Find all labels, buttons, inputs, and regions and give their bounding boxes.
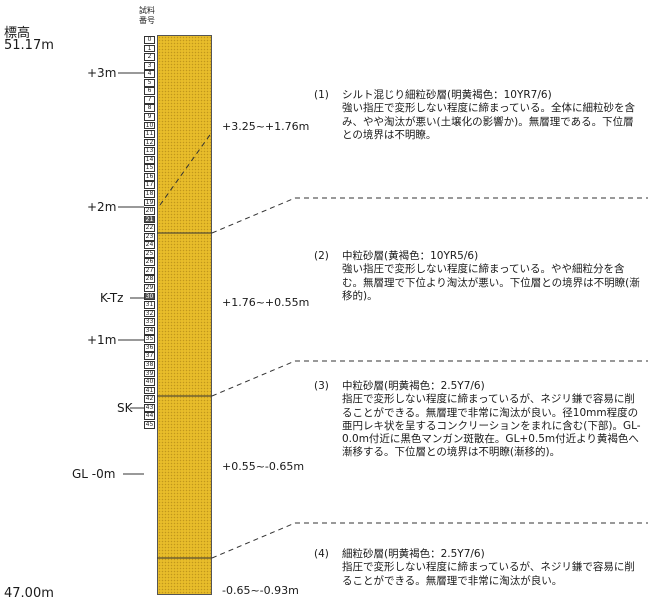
layer-body-4: 指圧で変形しない程度に締まっているが、ネジリ鎌で容易に削ることができる。無層理で… [342,561,635,587]
tephra-mark-ktz: K-Tz [100,291,124,305]
sample-number-cell: 23 [144,232,155,241]
sample-number-cell: 40 [144,378,155,386]
sample-number-cell: 16 [144,172,155,181]
leader-1-2 [211,197,296,234]
sample-number-cell: 15 [144,164,155,173]
sample-number-cell: 20 [144,207,155,215]
sample-number-cell: 4 [144,70,155,79]
sample-number-cell: 17 [144,181,155,190]
sample-number-cell: 36 [144,343,155,352]
sample-number-cell: 41 [144,386,155,395]
sample-number-cell: 43 [144,403,155,412]
depth-range-3: +0.55~-0.65m [222,460,305,473]
elevation-label: 標高 [4,26,31,41]
sample-number-cell: 32 [144,309,155,318]
bottom-elevation: 47.00m [4,586,54,601]
sample-number-cell: 18 [144,189,155,198]
sample-number-cell: 0 [144,36,155,44]
layer-number-2: (2) [314,250,329,262]
depth-range-4: -0.65~-0.93m [222,584,299,597]
sample-number-cell: 21 [144,215,155,224]
layer-description-1: (1) シルト混じり細粒砂層(明黄褐色：10YR7/6) 強い指圧で変形しない程度… [314,89,644,142]
sample-number-cell: 27 [144,266,155,275]
tephra-mark-sk: SK [117,401,133,415]
layer-body-2: 強い指圧で変形しない程度に締まっている。やや細粒分を含む。無層理で下位より淘汰が… [342,263,640,302]
sample-number-cell: 3 [144,61,155,70]
elevation-mark-plus1m: +1m [87,333,117,347]
sample-number-cell: 5 [144,78,155,87]
sample-number-cell: 29 [144,284,155,292]
sample-number-header: 試料 番号 [130,6,164,26]
sample-number-cell: 7 [144,95,155,104]
layer-body-1: 強い指圧で変形しない程度に締まっている。全体に細粒砂を含み、やや淘汰が悪い(土壌… [342,102,636,141]
sample-number-cell: 42 [144,395,155,403]
leader-3-4 [211,522,296,559]
sample-number-cell: 13 [144,147,155,156]
sample-number-cell: 14 [144,155,155,164]
sample-number-cell: 38 [144,360,155,369]
sample-number-cell: 10 [144,121,155,130]
sample-number-cell: 37 [144,352,155,361]
elevation-mark-plus3m: +3m [87,66,117,80]
layer-title-4: 細粒砂層(明黄褐色：2.5Y7/6) [342,548,485,560]
sample-number-cell: 45 [144,420,155,429]
layer-description-2: (2) 中粒砂層(黄褐色：10YR5/6) 強い指圧で変形しない程度に締まっている… [314,250,644,303]
elevation-mark-plus2m: +2m [87,200,117,214]
sample-number-cell: 6 [144,87,155,96]
sample-number-cell: 12 [144,138,155,147]
inclined-boundary [159,131,213,206]
sample-number-cell: 11 [144,130,155,138]
sample-number-header-line2: 番号 [139,16,155,25]
sample-number-cell: 39 [144,369,155,378]
sample-number-cell: 22 [144,224,155,232]
sample-number-cell: 1 [144,44,155,53]
sample-number-cell: 34 [144,326,155,335]
sample-number-cell: 2 [144,53,155,61]
sample-number-cell: 28 [144,275,155,284]
layer-title-1: シルト混じり細粒砂層(明黄褐色：10YR7/6) [342,89,552,101]
layer-number-1: (1) [314,89,329,101]
leader-2-3 [211,360,296,397]
sample-number-cell: 35 [144,335,155,344]
layer-description-3: (3) 中粒砂層(明黄褐色：2.5Y7/6) 指圧で変形しない程度に締まっているが… [314,380,644,460]
layer-description-4: (4) 細粒砂層(明黄褐色：2.5Y7/6) 指圧で変形しない程度に締まっているが… [314,548,644,606]
layer-number-3: (3) [314,380,329,392]
sample-number-cell: 44 [144,412,155,421]
sample-number-cell: 24 [144,241,155,250]
sample-number-cell: 19 [144,198,155,207]
sample-number-cell: 25 [144,249,155,258]
sample-number-cell: 30 [144,292,155,301]
sample-number-cell: 31 [144,301,155,309]
sample-number-header-line1: 試料 [139,6,155,15]
sample-number-cell: 33 [144,318,155,327]
elevation-mark-gl0m: GL -0m [72,467,116,481]
soil-column [157,35,212,595]
sample-number-cell: 8 [144,104,155,113]
layer-number-4: (4) [314,548,329,560]
depth-range-1: +3.25~+1.76m [222,120,310,133]
depth-range-2: +1.76~+0.55m [222,296,310,309]
layer-body-3: 指圧で変形しない程度に締まっているが、ネジリ鎌で容易に削ることができる。無層理で… [342,393,641,459]
sample-number-cell: 9 [144,113,155,121]
sample-number-cell: 26 [144,258,155,267]
layer-title-2: 中粒砂層(黄褐色：10YR5/6) [342,250,479,262]
top-elevation: 51.17m [4,38,54,53]
layer-title-3: 中粒砂層(明黄褐色：2.5Y7/6) [342,380,485,392]
